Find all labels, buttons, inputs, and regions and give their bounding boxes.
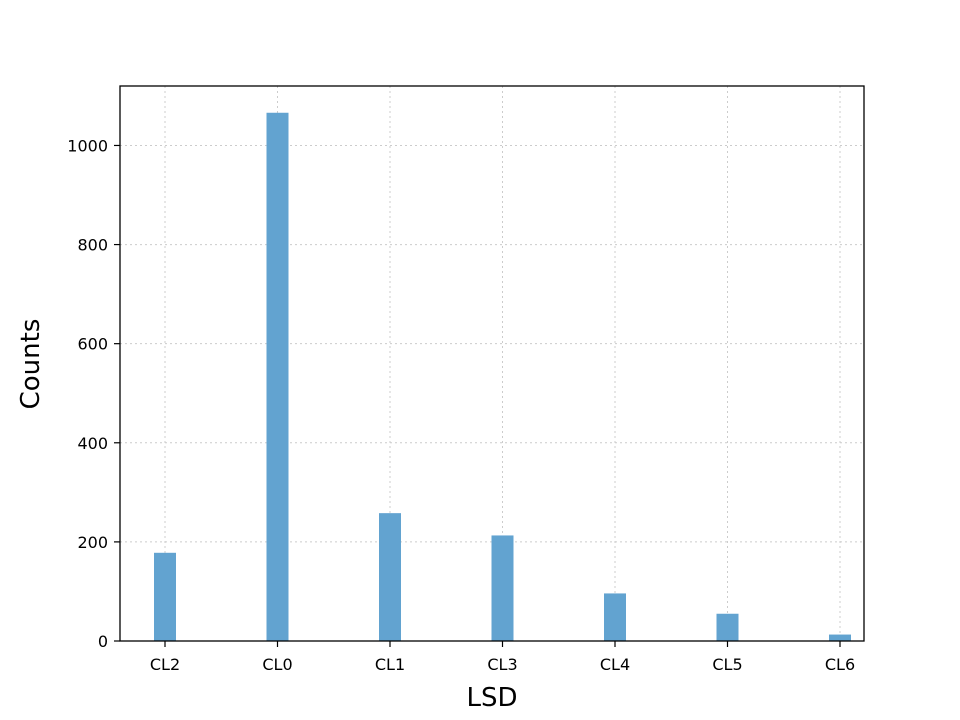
y-axis-ticks: 0 200 400 600 800 1000: [67, 136, 120, 651]
y-tick-label: 600: [77, 335, 108, 354]
x-tick-label: CL4: [600, 655, 630, 674]
y-axis-title: Counts: [16, 319, 46, 410]
bar-cl3: [491, 535, 514, 641]
bar-cl2: [154, 552, 176, 641]
y-tick-label: 200: [77, 533, 108, 552]
x-tick-label: CL0: [262, 655, 292, 674]
y-tick-label: 800: [77, 236, 108, 255]
plot-frame: [119, 85, 865, 642]
bar-cl4: [604, 593, 626, 641]
bars: [154, 112, 851, 642]
x-axis-title: LSD: [466, 683, 517, 713]
x-tick-label: CL2: [150, 655, 180, 674]
y-tick-label: 0: [98, 632, 108, 651]
x-tick-label: CL1: [375, 655, 405, 674]
x-tick-label: CL6: [825, 655, 855, 674]
bar-cl1: [379, 513, 401, 641]
x-tick-label: CL3: [487, 655, 517, 674]
bar-cl0: [266, 112, 289, 642]
x-axis-ticks: CL2 CL0 CL1 CL3 CL4 CL5 CL6: [150, 641, 855, 674]
bar-cl6: [829, 634, 851, 641]
y-tick-label: 400: [77, 434, 108, 453]
bar-cl5: [716, 613, 739, 641]
y-tick-label: 1000: [67, 136, 108, 155]
x-tick-label: CL5: [712, 655, 742, 674]
